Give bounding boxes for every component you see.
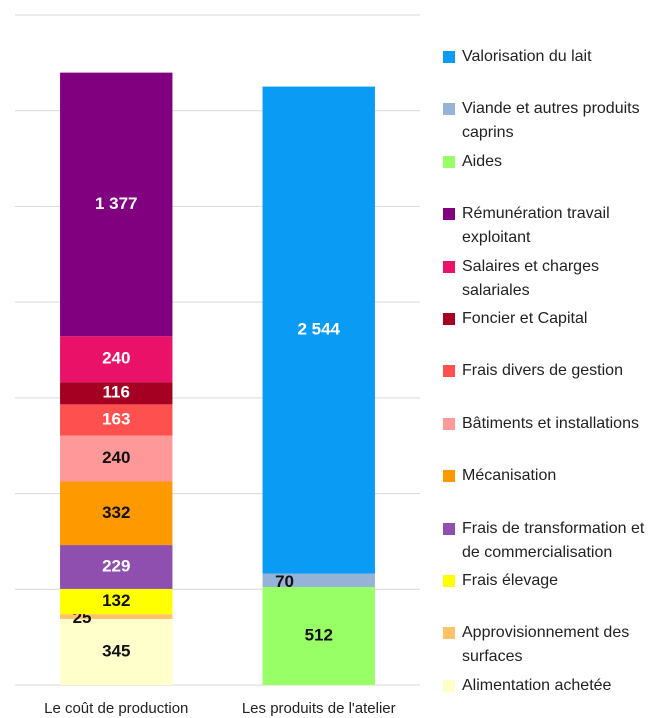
legend-swatch <box>443 522 455 535</box>
legend-label: Approvisionnement des surfaces <box>462 624 630 666</box>
legend-entry: Viande et autres produits caprins <box>443 97 665 145</box>
x-tick-label: Le coût de production <box>44 700 188 717</box>
legend-entry: Alimentation achetée <box>443 674 665 698</box>
legend-swatch <box>443 313 455 325</box>
legend-swatch <box>443 260 455 273</box>
bar-segment <box>60 481 173 546</box>
legend-swatch <box>443 575 455 587</box>
data-label: 512 <box>305 625 333 644</box>
legend-swatch <box>443 417 455 430</box>
bar-segment <box>60 382 173 405</box>
bar-segment <box>60 614 173 619</box>
bar-segment <box>60 588 173 615</box>
bar-segment <box>60 404 173 436</box>
legend-entry: Mécanisation <box>443 464 665 488</box>
legend-label: Salaires et charges salariales <box>462 257 599 299</box>
bar-segment <box>60 545 173 589</box>
legend-entry: Salaires et charges salariales <box>443 255 665 303</box>
bar-segment <box>60 618 173 685</box>
legend-label: Aides <box>462 152 503 170</box>
legend-label: Foncier et Capital <box>462 310 588 327</box>
data-label: 345 <box>102 641 130 660</box>
legend-swatch <box>443 51 455 63</box>
legend-swatch <box>443 627 455 640</box>
bar-segment <box>60 435 173 482</box>
legend-swatch <box>443 155 455 168</box>
data-label: 1 377 <box>95 194 138 213</box>
legend-entry: Aides <box>443 150 665 174</box>
legend-label: Frais divers de gestion <box>462 362 623 380</box>
legend-label: Rémunération travail exploitant <box>462 205 610 247</box>
data-label: 163 <box>102 409 130 428</box>
data-label: 240 <box>102 448 130 467</box>
legend-entry: Frais élevage <box>443 569 665 593</box>
data-label: 332 <box>102 503 130 522</box>
legend-label: Frais élevage <box>462 572 559 589</box>
legend-entry: Bâtiments et installations <box>443 412 665 436</box>
data-label: 116 <box>103 383 130 402</box>
x-tick-label: Les produits de l'atelier <box>242 700 396 717</box>
legend-entry: Rémunération travail exploitant <box>443 202 665 250</box>
data-label: 240 <box>102 349 130 368</box>
bar-segment <box>262 86 375 574</box>
data-label: 2 544 <box>297 320 340 339</box>
legend-label: Bâtiments et installations <box>462 414 639 432</box>
legend-entry: Foncier et Capital <box>443 307 665 331</box>
data-label: 229 <box>102 556 130 575</box>
legend-entry: Approvisionnement des surfaces <box>443 621 665 669</box>
legend-swatch <box>443 470 455 483</box>
legend-entry: Frais divers de gestion <box>443 359 665 383</box>
legend-swatch <box>443 365 455 378</box>
data-label: 70 <box>275 572 294 591</box>
legend-swatch <box>443 208 455 221</box>
legend-entry: Frais de transformation et de commercial… <box>443 517 665 565</box>
legend-label: Mécanisation <box>462 467 557 485</box>
data-label: 132 <box>102 591 130 610</box>
legend-label: Alimentation achetée <box>462 676 612 694</box>
legend-swatch <box>443 103 455 116</box>
legend-label: Frais de transformation et de commercial… <box>462 519 645 561</box>
legend-label: Viande et autres produits caprins <box>462 100 640 142</box>
bar-segment <box>262 586 375 685</box>
bar-segment <box>262 573 375 587</box>
legend-entry: Valorisation du lait <box>443 45 665 69</box>
bar-segment <box>60 72 173 337</box>
legend-swatch <box>443 679 455 692</box>
bar-segment <box>60 336 173 383</box>
legend-label: Valorisation du lait <box>462 48 592 65</box>
